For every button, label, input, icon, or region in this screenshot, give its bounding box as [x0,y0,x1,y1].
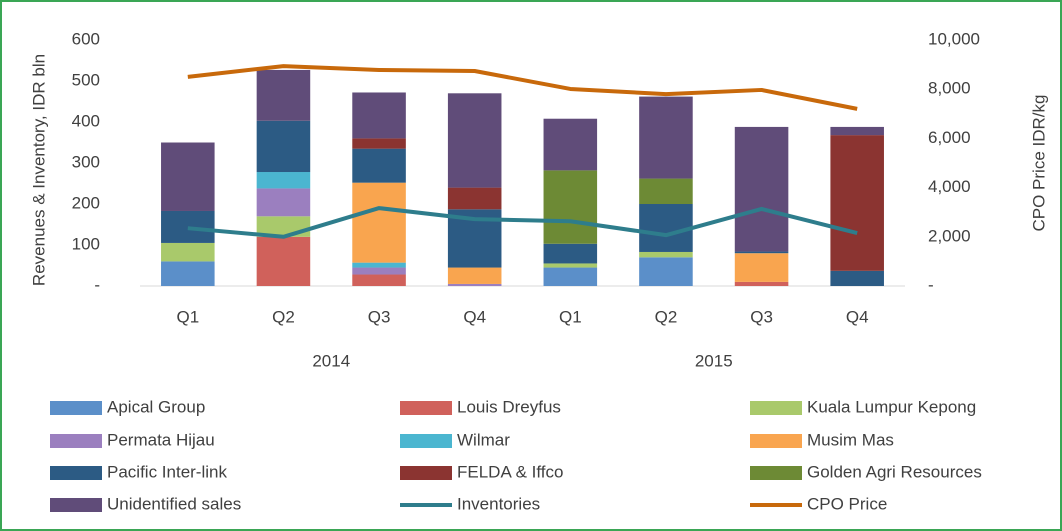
y2-tick-label: 8,000 [928,79,971,98]
bar-segment [734,253,789,282]
bar-segment [830,135,884,271]
legend-label: Apical Group [107,397,205,416]
legend-label: Permata Hijau [107,430,215,449]
bar-segment [256,69,311,121]
bar-segment [447,93,502,188]
legend-label: Kuala Lumpur Kepong [807,397,976,416]
bar-segment [639,251,693,258]
legend-swatch [400,401,452,415]
legend-swatch [50,498,102,512]
y-tick-label: 200 [72,193,100,212]
legend-label: Golden Agri Resources [807,462,982,481]
x-tick-label: Q4 [463,307,486,326]
line-series [187,206,858,239]
bar-segment [352,138,406,149]
y2-tick-label: 6,000 [928,128,971,147]
legend-label: Unidentified sales [107,494,241,513]
bar-segment [639,204,693,252]
bar-segment [830,270,884,286]
y2-tick-label: 10,000 [928,29,980,48]
y-tick-label: 100 [72,234,100,253]
bar-segment [352,274,406,286]
legend-swatch [50,466,102,480]
y-tick-label: - [94,275,100,294]
legend-swatch [750,434,802,448]
legend-label: FELDA & Iffco [457,462,563,481]
bar-segment [734,126,789,252]
bar-segment [734,281,789,286]
legend-swatch [400,466,452,480]
legend-swatch [50,434,102,448]
bar-segment [256,172,311,189]
bar-segment [447,267,502,284]
legend-swatch [750,401,802,415]
y-tick-label: 300 [72,152,100,171]
legend-swatch [400,434,452,448]
bar-segment [543,243,598,264]
bar-segment [543,267,598,286]
legend-label: CPO Price [807,494,887,513]
bar-segment [447,187,502,210]
legend-swatch [50,401,102,415]
legend-label: Inventories [457,494,540,513]
bar-segment [161,210,215,243]
legend-label: Musim Mas [807,430,894,449]
y-tick-label: 600 [72,29,100,48]
bar-segment [352,182,406,263]
bar-segment [256,236,311,286]
bar-segment [161,142,215,211]
bar-segment [830,126,884,136]
y2-tick-label: - [928,275,934,294]
x-tick-label: Q2 [655,307,678,326]
legend-label: Louis Dreyfus [457,397,561,416]
bar-segment [256,120,311,173]
bar-segment [161,261,215,286]
line-series [187,64,858,111]
x-tick-label: Q3 [368,307,391,326]
x-tick-label: Q2 [272,307,295,326]
y-tick-label: 500 [72,70,100,89]
legend-label: Wilmar [457,430,510,449]
bar-segment [256,188,311,217]
x-tick-label: Q1 [176,307,199,326]
x-tick-label: Q1 [559,307,582,326]
bar-segment [352,92,406,139]
bar-segment [639,178,693,204]
bar-segment [352,262,406,268]
bar-segment [543,170,598,244]
bar-segment [543,118,598,171]
y2-axis-title: CPO Price IDR/kg [1029,95,1048,232]
bar-segment [352,148,406,183]
legend-label: Pacific Inter-link [107,462,227,481]
x-group-label: 2014 [312,351,350,370]
bar-segment [161,242,215,262]
y2-tick-label: 2,000 [928,226,971,245]
bar-segment [734,251,789,254]
y-tick-label: 400 [72,111,100,130]
legend-swatch [750,466,802,480]
y2-tick-label: 4,000 [928,177,971,196]
x-group-label: 2015 [695,351,733,370]
bar-segment [543,263,598,268]
bar-segment [447,283,502,286]
y-axis-title: Revenues & Inventory, IDR bln [29,54,48,286]
bar-segment [639,257,693,286]
x-tick-label: Q4 [846,307,869,326]
x-tick-label: Q3 [750,307,773,326]
bar-segment [639,96,693,179]
bar-segment [352,267,406,275]
